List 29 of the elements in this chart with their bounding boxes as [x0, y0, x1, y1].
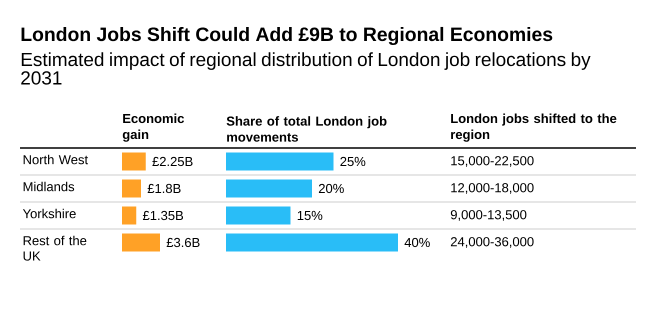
bar: [122, 233, 160, 252]
y-tick-label: Yorkshire: [22, 208, 76, 218]
text: 24,000-36,000: [450, 237, 534, 248]
bar: [122, 206, 136, 224]
bar: [122, 152, 146, 170]
y-tick-label: North West: [24, 154, 88, 164]
text: London jobs shifted to the region: [451, 114, 616, 142]
data-label: £1.35B: [142, 210, 184, 220]
bar: [226, 152, 334, 170]
bar: [226, 179, 312, 198]
data-label: 20%: [318, 184, 344, 194]
data-label: 15%: [298, 210, 322, 220]
text: 15,000-22,500: [451, 156, 534, 167]
text: 9,000-13,500: [450, 210, 526, 221]
bar: [122, 179, 142, 198]
data-label: £3.6B: [166, 238, 200, 248]
data-label: 25%: [340, 156, 366, 166]
bar: [226, 233, 398, 252]
x-axis-title: Economic gain: [122, 114, 184, 142]
data-label: £2.25B: [152, 156, 193, 166]
bar: [226, 206, 290, 224]
data-label: 40%: [404, 238, 430, 248]
text: 12,000-18,000: [451, 183, 534, 194]
data-label: £1.8B: [148, 184, 181, 194]
text: Estimated impact of regional distribution of London job relocations by 2031: [21, 52, 591, 85]
y-tick-label: Rest of the UK: [24, 236, 86, 261]
text: London Jobs Shift Could Add £9B to Regional Economies: [22, 26, 552, 46]
x-axis-title: Share of total London job movements: [226, 116, 386, 142]
y-tick-label: Midlands: [24, 182, 74, 192]
